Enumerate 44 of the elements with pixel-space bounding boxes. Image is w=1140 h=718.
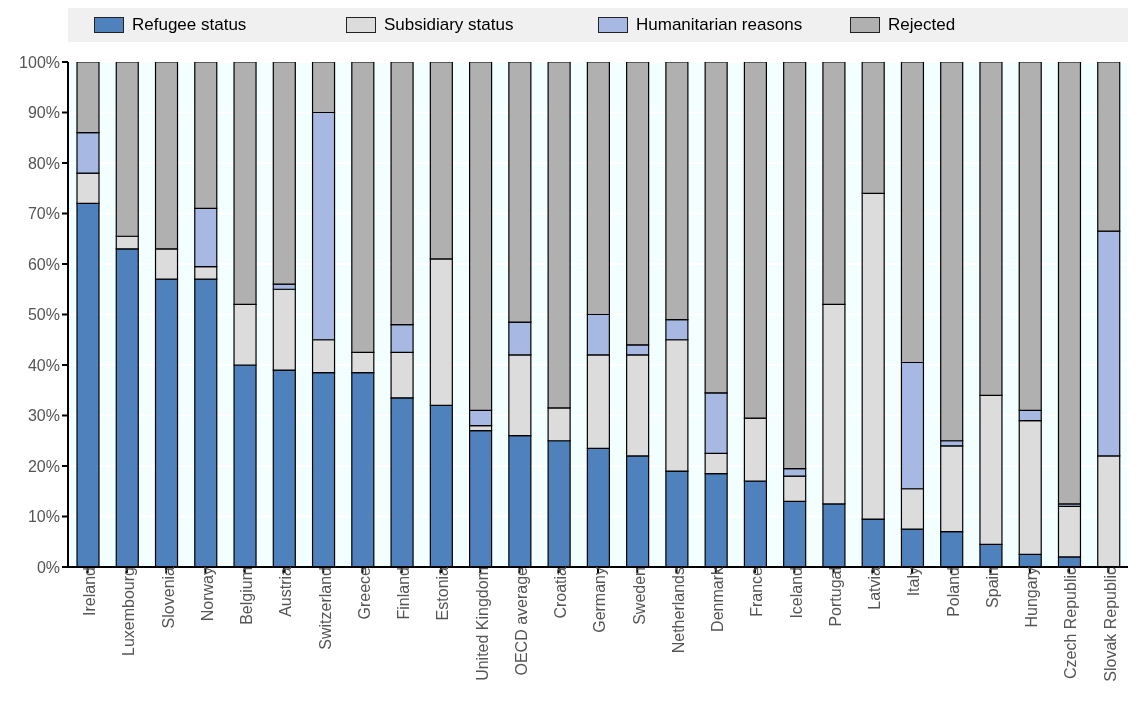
legend-label: Humanitarian reasons (636, 15, 803, 35)
x-tick-label: Hungary (1023, 567, 1041, 628)
x-tick-label: Denmark (709, 566, 727, 632)
x-tick-label: Sweden (630, 567, 648, 625)
x-tick-label: Austria (277, 566, 295, 617)
bar (1057, 62, 1082, 505)
x-tick-label: Portugal (826, 567, 844, 627)
legend-label: Refugee status (132, 15, 247, 35)
x-tick-label: Poland (944, 567, 962, 617)
y-tick-label: 50% (27, 306, 60, 324)
x-tick-label: Slovak Republic (1101, 567, 1119, 682)
x-tick-label: Spain (983, 567, 1001, 608)
x-tick-label: Iceland (787, 567, 805, 619)
bar (940, 62, 964, 442)
x-tick-label: Slovenia (159, 566, 177, 629)
x-tick-label: Netherlands (669, 567, 687, 654)
x-tick-label: Norway (198, 567, 216, 622)
y-tick-label: 70% (27, 205, 60, 223)
x-tick-label: Switzerland (316, 567, 334, 650)
x-tick-label: Luxembourg (120, 567, 138, 656)
x-tick-label: Croatia (552, 566, 570, 619)
x-tick-label: Greece (355, 566, 373, 620)
y-tick-label: 100% (19, 53, 60, 71)
x-tick-label: Finland (395, 567, 413, 620)
y-tick-label: 0% (36, 558, 60, 576)
y-tick-label: 80% (27, 154, 60, 172)
x-tick-label: United Kingdom (473, 567, 491, 681)
x-tick-label: Czech Republic (1062, 567, 1080, 680)
y-tick-label: 30% (27, 407, 60, 425)
x-tick-label: Estonia (434, 566, 452, 621)
y-tick-label: 60% (27, 255, 60, 273)
x-tick-label: Latvia (866, 566, 884, 610)
y-tick-label: 20% (27, 457, 60, 475)
x-tick-label: Germany (591, 567, 609, 633)
x-tick-label: Ireland (80, 567, 98, 616)
x-tick-label: France (748, 566, 766, 617)
y-tick-label: 10% (27, 508, 60, 526)
x-tick-label: Italy (905, 567, 923, 597)
legend-label: Rejected (888, 15, 956, 35)
y-tick-label: 40% (27, 356, 60, 374)
legend-label: Subsidiary status (384, 15, 514, 35)
x-tick-label: OECD average (512, 566, 530, 676)
x-tick-label: Belgium (238, 567, 256, 625)
y-tick-label: 90% (27, 104, 60, 122)
